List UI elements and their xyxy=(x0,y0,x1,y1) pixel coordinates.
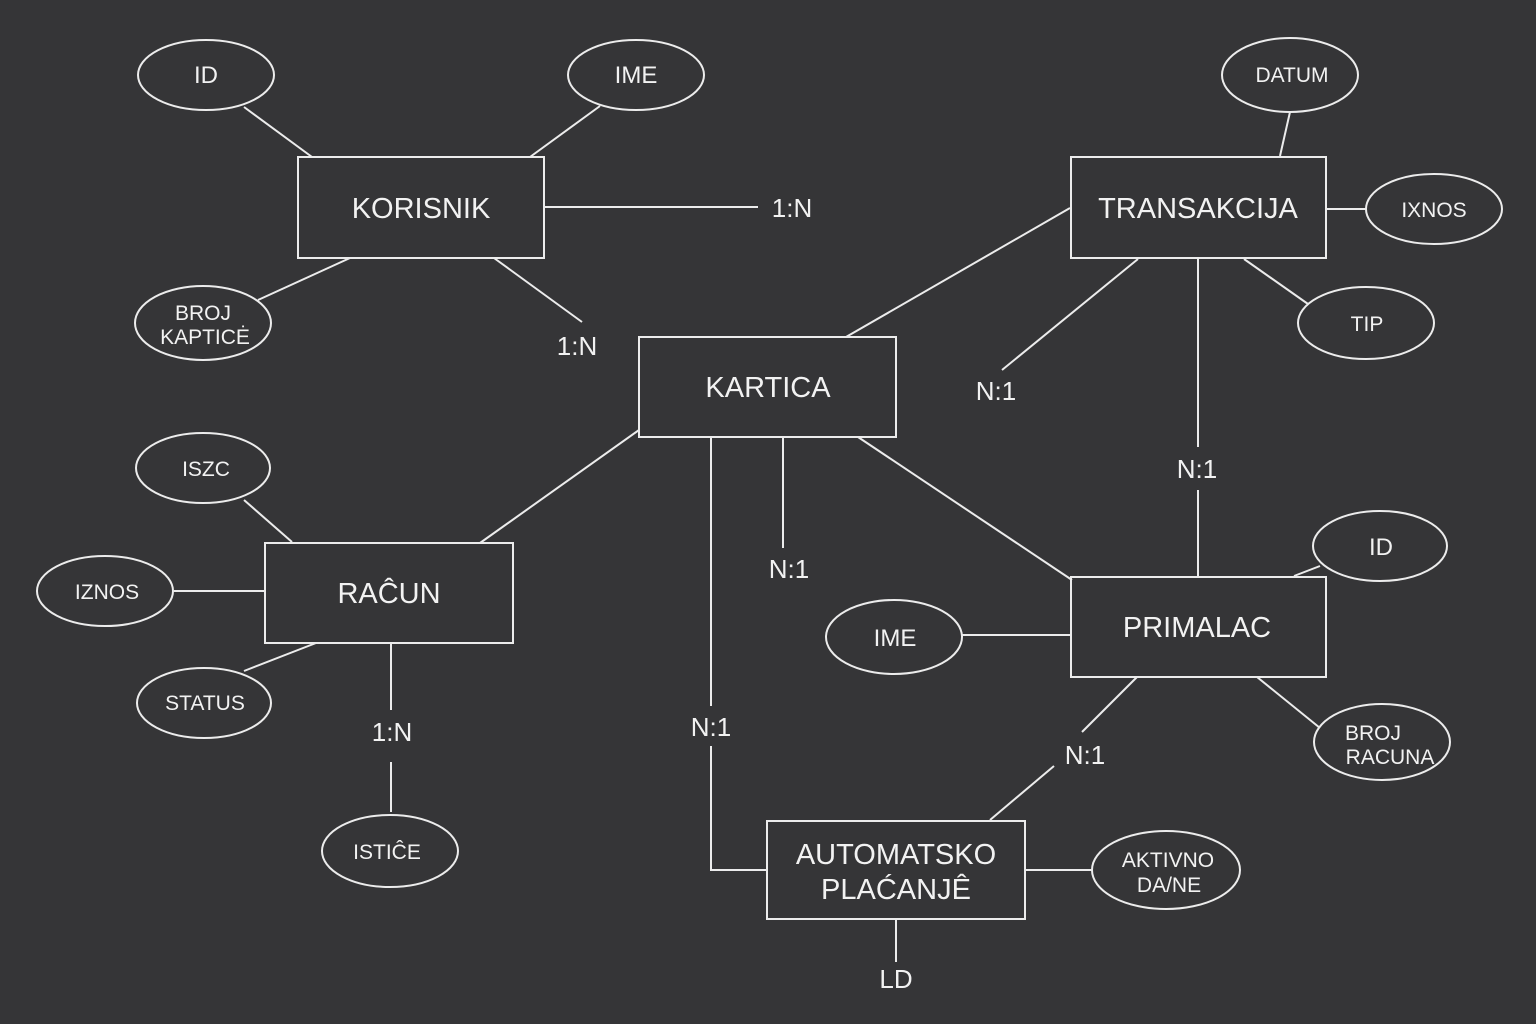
attribute-racun-istice-label: ISTIĈE xyxy=(353,841,421,864)
attribute-primalac-broj-label-line1: BROJ xyxy=(1345,722,1401,745)
entity-transakcija[interactable]: TRANSAKCIJA xyxy=(1070,156,1327,259)
primalac-id-link xyxy=(1293,565,1321,577)
racun-iszc-link xyxy=(243,499,293,543)
entity-kartica-label: KARTICA xyxy=(705,372,831,404)
transakcija-tip-link xyxy=(1243,258,1309,305)
cardinality-transakcija-primalac: N:1 xyxy=(1177,454,1217,484)
cardinality-korisnik-kartica: 1:N xyxy=(557,331,597,361)
entity-korisnik-label: KORISNIK xyxy=(352,193,491,225)
attribute-korisnik-ime[interactable]: IME xyxy=(567,39,705,111)
entity-transakcija-label: TRANSAKCIJA xyxy=(1098,193,1298,225)
korisnik-broj-link xyxy=(257,257,351,301)
korisnik-id-link xyxy=(243,106,313,158)
attribute-transakcija-datum-label: DATUM xyxy=(1255,64,1328,87)
attribute-automatsko-aktivno-label-line1: AKTIVNO xyxy=(1122,849,1214,872)
primalac-broj-link xyxy=(1256,676,1321,729)
attribute-korisnik-id[interactable]: ID xyxy=(137,39,275,111)
entity-automatsko-label-line1: AUTOMATSKO xyxy=(796,839,996,871)
entity-automatsko-label-line2: PLAĆANJÊ xyxy=(821,873,971,906)
attribute-primalac-ime[interactable]: IME xyxy=(825,599,963,675)
primalac-automatsko-upper-link xyxy=(1081,676,1138,733)
attribute-racun-iznos[interactable]: IZNOS xyxy=(36,555,174,627)
entity-kartica[interactable]: KARTICA xyxy=(638,336,897,438)
entity-primalac-label: PRIMALAC xyxy=(1123,612,1271,644)
kartica-automatsko-lower-link xyxy=(710,746,767,871)
attribute-korisnik-broj-label-line2: KAPTICĖ xyxy=(160,326,250,349)
entity-korisnik[interactable]: KORISNIK xyxy=(297,156,545,259)
attribute-automatsko-aktivno-label-line2: DA/NE xyxy=(1137,874,1201,897)
entity-racun-label: RAĈUN xyxy=(337,576,440,610)
transakcija-kartica-link xyxy=(845,207,1071,338)
attribute-automatsko-aktivno[interactable]: AKTIVNO DA/NE xyxy=(1091,830,1241,910)
attribute-racun-iszc[interactable]: ISZC xyxy=(135,432,271,504)
cardinality-primalac-automatsko: N:1 xyxy=(1065,740,1105,770)
attribute-automatsko-ld-label: LD xyxy=(879,964,912,994)
attribute-primalac-id[interactable]: ID xyxy=(1312,510,1448,582)
kartica-primalac-link xyxy=(857,436,1073,581)
attribute-transakcija-datum[interactable]: DATUM xyxy=(1221,37,1359,113)
cardinality-transakcija-kartica: N:1 xyxy=(976,376,1016,406)
entity-automatsko-placanje[interactable]: AUTOMATSKO PLAĆANJÊ xyxy=(766,820,1026,920)
cardinality-kartica-automatsko: N:1 xyxy=(691,712,731,742)
primalac-automatsko-lower-link xyxy=(989,765,1055,821)
attribute-korisnik-ime-label: IME xyxy=(615,62,658,89)
attribute-korisnik-broj-kartice[interactable]: BROJ KAPTICĖ xyxy=(134,285,272,361)
attribute-transakcija-tip-label: TIP xyxy=(1351,313,1384,336)
racun-status-link xyxy=(243,642,317,672)
cardinality-korisnik-right: 1:N xyxy=(772,193,812,223)
transakcija-datum-link xyxy=(1279,111,1291,157)
attribute-racun-iznos-label: IZNOS xyxy=(75,581,139,604)
attribute-racun-iszc-label: ISZC xyxy=(182,458,230,481)
cardinality-labels: 1:N 1:N N:1 N:1 N:1 N:1 1:N N:1 xyxy=(372,193,1217,770)
cardinality-kartica-down: N:1 xyxy=(769,554,809,584)
cardinality-racun-istice: 1:N xyxy=(372,717,412,747)
korisnik-ime-link xyxy=(529,105,601,158)
attribute-racun-status-label: STATUS xyxy=(165,692,245,715)
korisnik-kartica-link xyxy=(493,257,583,323)
entity-racun[interactable]: RAĈUN xyxy=(264,542,514,644)
attribute-racun-istice[interactable]: ISTIĈE xyxy=(321,814,459,888)
relationship-lines xyxy=(174,105,1366,962)
attribute-transakcija-iznos[interactable]: IXNOS xyxy=(1365,173,1503,245)
transakcija-n1-link xyxy=(1001,258,1139,371)
kartica-racun-link xyxy=(479,429,640,544)
attribute-korisnik-id-label: ID xyxy=(194,62,218,89)
attribute-primalac-ime-label: IME xyxy=(874,625,917,652)
entity-primalac[interactable]: PRIMALAC xyxy=(1070,576,1327,678)
attribute-transakcija-iznos-label: IXNOS xyxy=(1401,199,1466,222)
attribute-primalac-broj-label-line2: RACUNA xyxy=(1346,746,1435,769)
attribute-transakcija-tip[interactable]: TIP xyxy=(1297,286,1435,360)
attribute-korisnik-broj-label-line1: BROJ xyxy=(175,302,231,325)
attribute-primalac-id-label: ID xyxy=(1369,534,1393,561)
attribute-racun-status[interactable]: STATUS xyxy=(136,667,272,739)
attribute-primalac-broj-racuna[interactable]: BROJ RACUNA xyxy=(1313,703,1451,781)
